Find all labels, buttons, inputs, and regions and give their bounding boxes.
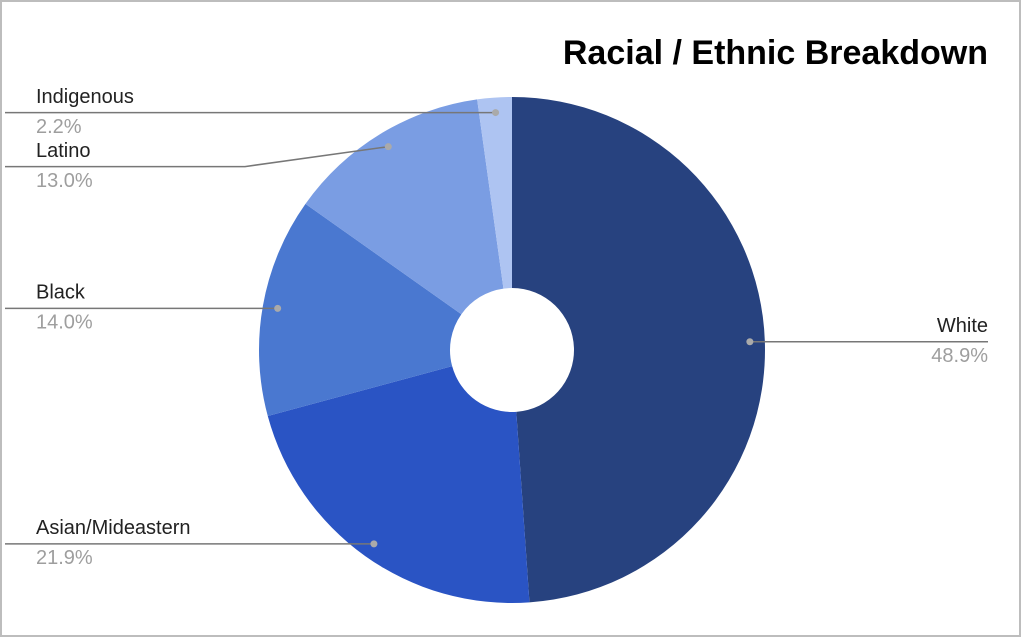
slice-value: 13.0% xyxy=(36,170,93,192)
leader-dot xyxy=(274,304,282,312)
slice-value: 14.0% xyxy=(36,312,93,334)
leader-dot xyxy=(746,338,754,346)
slice xyxy=(259,203,462,416)
slice-value: 48.9% xyxy=(931,345,988,367)
slice-label: White xyxy=(937,315,988,337)
slice xyxy=(477,97,512,289)
chart-title: Racial / Ethnic Breakdown xyxy=(563,34,988,72)
slice-label: Black xyxy=(36,282,86,304)
slice xyxy=(267,366,530,603)
leader-dot xyxy=(384,143,392,151)
slice-value: 21.9% xyxy=(36,547,93,569)
slice-label: Latino xyxy=(36,140,91,162)
slice xyxy=(305,99,504,315)
slice-label: Asian/Mideastern xyxy=(36,517,191,539)
leader-dot xyxy=(492,109,500,117)
leader-line xyxy=(5,145,389,168)
leader-dot xyxy=(370,540,378,548)
slice-label: Indigenous xyxy=(36,86,134,108)
slice xyxy=(512,97,765,603)
slice-value: 2.2% xyxy=(36,116,82,138)
